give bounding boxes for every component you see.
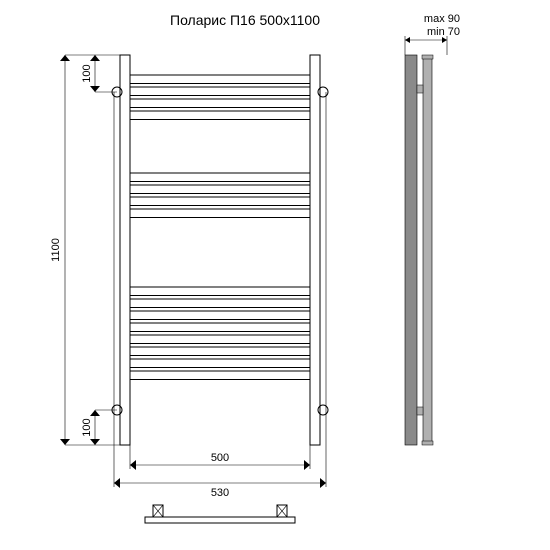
title: Поларис П16 500x1100 [170,12,320,28]
dim-top-offset-label: 100 [81,64,93,82]
side-handle [423,58,432,442]
depth-max-label: max 90 [424,13,460,25]
depth-min-label: min 70 [427,26,460,38]
dim-w530-label: 530 [211,487,229,499]
bottom-bar [145,517,295,523]
front-bar-0-3 [130,111,310,120]
front-bar-1-2 [130,197,310,206]
front-bar-1-3 [130,209,310,218]
dim-w500-label: 500 [211,452,229,464]
front-rail-left [120,55,130,445]
front-bar-2-1 [130,299,310,308]
front-bar-1-0 [130,173,310,182]
dim-bot-offset-label: 100 [81,418,93,436]
front-bar-2-5 [130,347,310,356]
side-cap-bottom [422,441,433,445]
front-bar-1-1 [130,185,310,194]
front-bar-2-3 [130,323,310,332]
side-connector-top [417,85,423,93]
front-bar-2-4 [130,335,310,344]
front-bar-2-6 [130,359,310,368]
front-bar-2-7 [130,371,310,380]
dim-height-label: 1100 [50,238,62,262]
front-bar-0-2 [130,99,310,108]
side-body [405,55,417,445]
front-rail-right [310,55,320,445]
front-bar-2-2 [130,311,310,320]
front-bar-2-0 [130,287,310,296]
side-cap-top [422,55,433,59]
side-connector-bottom [417,407,423,415]
front-bar-0-0 [130,75,310,84]
front-bar-0-1 [130,87,310,96]
